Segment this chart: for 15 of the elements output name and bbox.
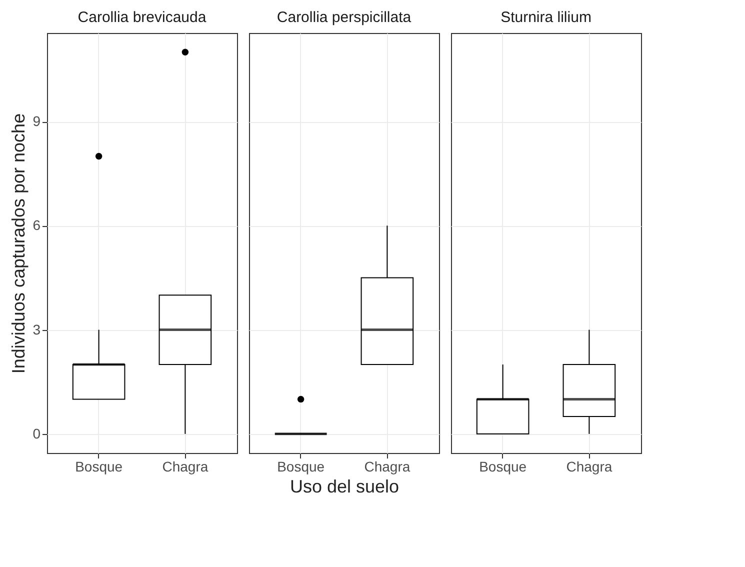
- x-tick-label: Chagra: [364, 458, 410, 474]
- x-tick-label: Chagra: [566, 458, 612, 474]
- x-tick-label: Bosque: [277, 458, 325, 474]
- y-tick-label: 3: [32, 321, 41, 338]
- y-tick-label: 0: [32, 425, 41, 442]
- y-tick-label: 6: [32, 217, 41, 234]
- chart-title: Carollia brevicauda: [78, 9, 207, 26]
- x-tick-label: Chagra: [162, 458, 208, 474]
- y-axis-title: Individuos capturados por noche: [8, 113, 29, 374]
- x-axis-title: Uso del suelo: [290, 476, 400, 496]
- chart-title: Carollia perspicillata: [276, 9, 412, 26]
- y-tick-label: 9: [32, 113, 41, 130]
- x-tick-label: Bosque: [479, 458, 527, 474]
- chart-title: Sturnira lilium: [500, 9, 592, 26]
- x-tick-label: Bosque: [75, 458, 123, 474]
